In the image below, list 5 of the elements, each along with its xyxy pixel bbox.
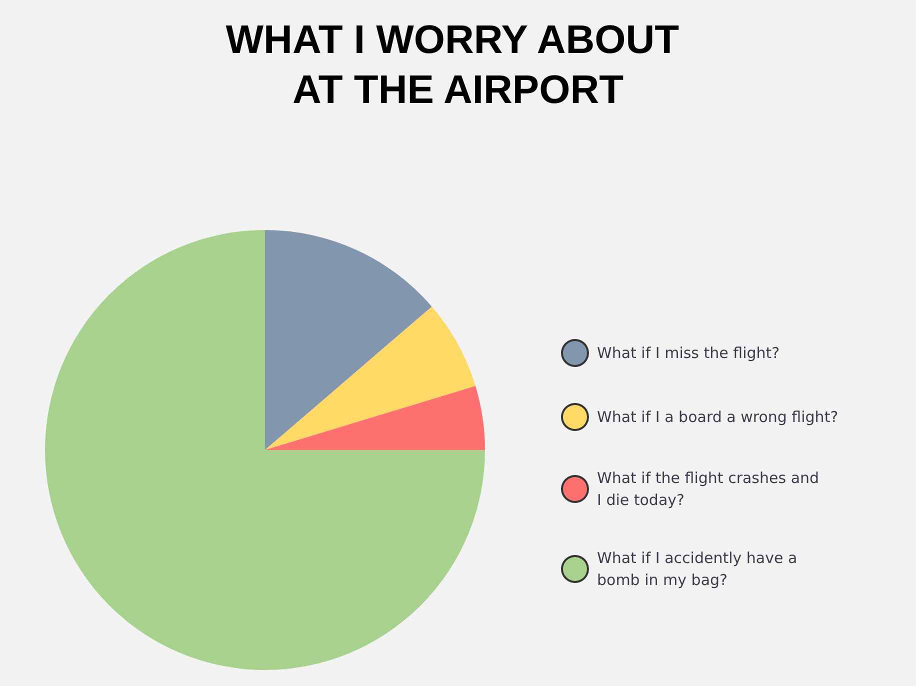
legend-label: What if I miss the flight? xyxy=(597,344,780,362)
chart-title: WHAT I WORRY ABOUT AT THE AIRPORT xyxy=(226,18,690,112)
legend-label: What if I accidently have a bomb in my bag? xyxy=(597,549,798,589)
legend-label: What if I a board a wrong flight? xyxy=(597,408,838,426)
legend-label: What if the flight crashes and I die today? xyxy=(597,469,820,509)
